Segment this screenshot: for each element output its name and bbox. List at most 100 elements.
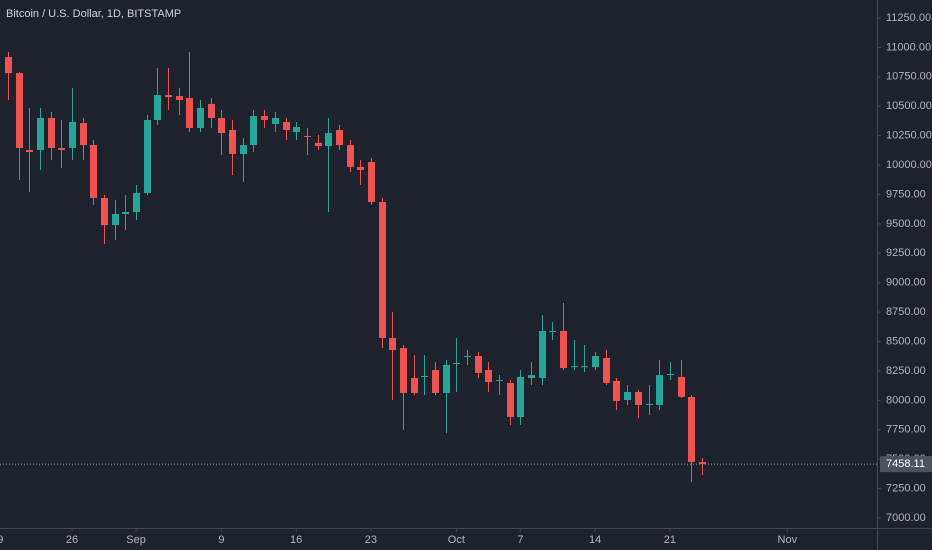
last-price-box [880,456,932,473]
candle-body [613,380,620,401]
candle-body [496,380,503,381]
y-tick-label: 8500.00 [886,335,926,347]
candle-body [48,118,55,148]
y-tick-label: 8750.00 [886,306,926,318]
candle-body [37,118,44,150]
y-tick-label: 9750.00 [886,188,926,200]
candle-body [646,403,653,405]
candle-body [272,118,279,124]
last-price-label: 7458.11 [886,458,925,470]
candle-body [507,382,514,417]
candle-body [250,116,257,146]
candle-body [293,127,300,132]
x-tick-label: 7 [517,534,523,546]
x-tick-label: 21 [664,534,676,546]
candle-body [80,123,87,146]
candle-body [571,366,578,368]
candle-body [315,142,322,146]
x-tick-label: 9 [218,534,224,546]
candle-body [101,198,108,226]
candle-body [197,108,204,128]
candle-body [485,370,492,382]
y-tick-label: 10250.00 [886,130,932,142]
candle-body [656,375,663,405]
y-tick-label: 10750.00 [886,71,932,83]
candle-body [133,193,140,212]
chart-title: Bitcoin / U.S. Dollar, 1D, BITSTAMP [6,8,181,20]
candle-body [379,202,386,338]
x-tick-label: Oct [448,534,465,546]
candle-body [165,95,172,98]
candle-body [218,118,225,134]
candle-body [368,162,375,202]
candle-body [549,330,556,332]
candle-body [154,95,161,120]
candle-body [475,356,482,373]
candle-body [186,98,193,128]
candle-body [421,376,428,377]
x-tick-label: Sep [126,534,146,546]
y-tick-label: 11250.00 [886,12,931,24]
candle-body [453,362,460,364]
x-tick-label: Nov [778,534,798,546]
x-tick-label: 23 [365,534,377,546]
y-tick-label: 7250.00 [886,482,926,494]
candle-body [517,376,524,417]
candle-body [90,145,97,198]
candle-body [144,120,151,194]
candle-body [688,396,695,462]
candle-body [357,166,364,170]
candle-body [432,370,439,393]
candle-body [347,145,354,167]
candle-body [443,364,450,393]
x-tick-label: 26 [66,534,78,546]
y-tick-label: 11000.00 [886,41,931,53]
candle-body [261,116,268,120]
x-tick-label: 14 [589,534,601,546]
candle-body [560,330,567,368]
candle-body [635,392,642,405]
candle-body [69,122,76,148]
candle-body [389,338,396,350]
candle-body [5,57,12,74]
candle-body [539,330,546,378]
candle-body [16,73,23,148]
candle-body [411,378,418,393]
candle-body [592,356,599,368]
candle-body [112,214,119,226]
y-tick-label: 7000.00 [886,512,926,524]
candle-body [400,348,407,393]
candle-body [667,374,674,376]
y-tick-label: 9500.00 [886,218,926,230]
candle-body [208,104,215,118]
candle-body [624,392,631,400]
y-tick-label: 9250.00 [886,247,926,259]
candle-body [26,150,33,152]
candle-body [304,136,311,137]
y-tick-label: 9000.00 [886,277,926,289]
candle-body [528,375,535,378]
y-tick-label: 8250.00 [886,365,926,377]
x-tick-label: 19 [0,534,3,546]
candle-body [325,133,332,146]
candle-body [176,96,183,100]
candle-body [122,212,129,214]
candle-body [699,462,706,465]
candle-body [581,366,588,368]
candle-body [464,356,471,357]
y-tick-label: 10500.00 [886,100,932,112]
candle-body [336,130,343,146]
candle-body [58,148,65,150]
y-tick-label: 10000.00 [886,159,932,171]
candle-body [603,358,610,383]
candle-body [283,122,290,130]
candle-body [229,130,236,154]
candle-body [240,145,247,154]
candle-body [678,376,685,397]
x-tick-label: 16 [290,534,302,546]
y-tick-label: 8000.00 [886,394,926,406]
y-tick-label: 7750.00 [886,424,926,436]
